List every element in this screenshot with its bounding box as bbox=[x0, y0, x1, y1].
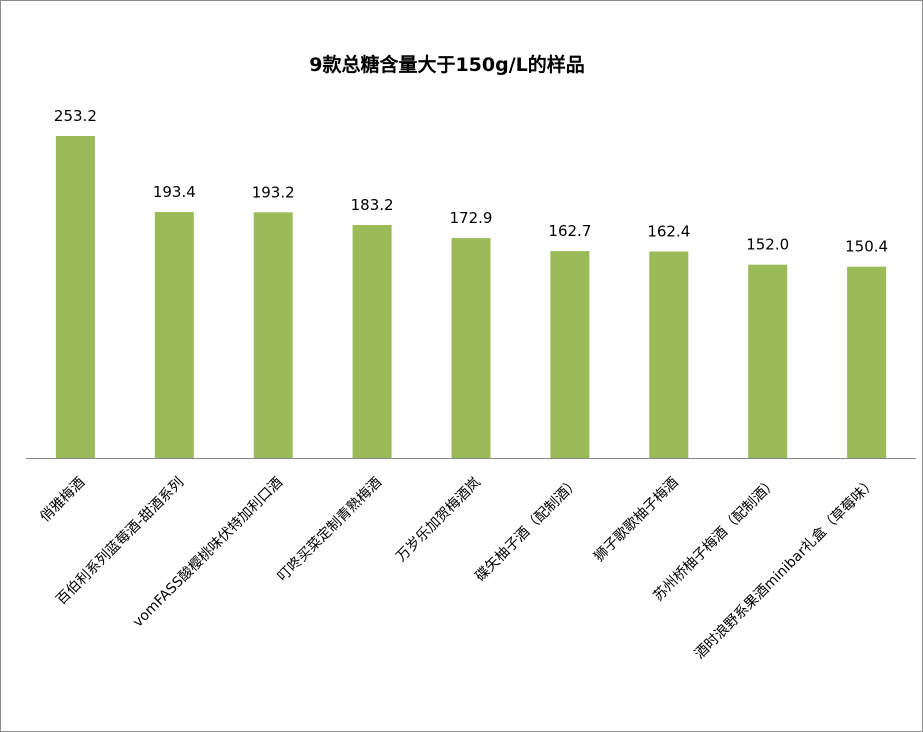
x-tick-label-7: 狮子歌歌柚子梅酒 bbox=[591, 475, 682, 566]
bar-5 bbox=[451, 238, 491, 458]
bar-4 bbox=[352, 225, 392, 458]
data-label-1: 253.2 bbox=[54, 107, 97, 125]
x-tick-label-1: 俏雅梅酒 bbox=[37, 475, 88, 526]
data-label-8: 152.0 bbox=[746, 236, 789, 254]
data-label-5: 172.9 bbox=[450, 209, 493, 227]
x-tick-label-5: 万岁乐加贺梅酒岚 bbox=[393, 475, 484, 566]
bar-9 bbox=[847, 266, 887, 458]
x-tick-label-4: 叮咚买菜定制青熟梅酒 bbox=[275, 475, 385, 585]
data-label-7: 162.4 bbox=[647, 223, 690, 241]
x-tick-label-6: 碟矢柚子酒（配制酒） bbox=[472, 475, 582, 585]
x-tick-labels-layer: 俏雅梅酒百伯利系列蓝莓酒-甜酒系列vomFASS酸樱桃味伏特加利口酒叮咚买菜定制… bbox=[37, 474, 879, 662]
bar-1 bbox=[55, 136, 95, 458]
data-label-2: 193.4 bbox=[153, 183, 196, 201]
bar-6 bbox=[550, 251, 590, 458]
data-label-3: 193.2 bbox=[252, 183, 295, 201]
data-label-4: 183.2 bbox=[351, 196, 394, 214]
bar-8 bbox=[748, 264, 788, 458]
chart-title: 9款总糖含量大于150g/L的样品 bbox=[309, 53, 585, 76]
x-tick-label-9: 酒时浪野系果酒minibar礼盒（草莓味） bbox=[691, 474, 879, 662]
bar-3 bbox=[253, 212, 293, 458]
data-labels-layer: 253.2 193.4 193.2 183.2 172.9 162.7 162.4 152.0… bbox=[54, 107, 888, 256]
data-label-6: 162.7 bbox=[548, 222, 591, 240]
bar-7 bbox=[649, 251, 689, 458]
bars-layer bbox=[55, 136, 887, 458]
bar-2 bbox=[154, 212, 194, 458]
data-label-9: 150.4 bbox=[845, 238, 888, 256]
